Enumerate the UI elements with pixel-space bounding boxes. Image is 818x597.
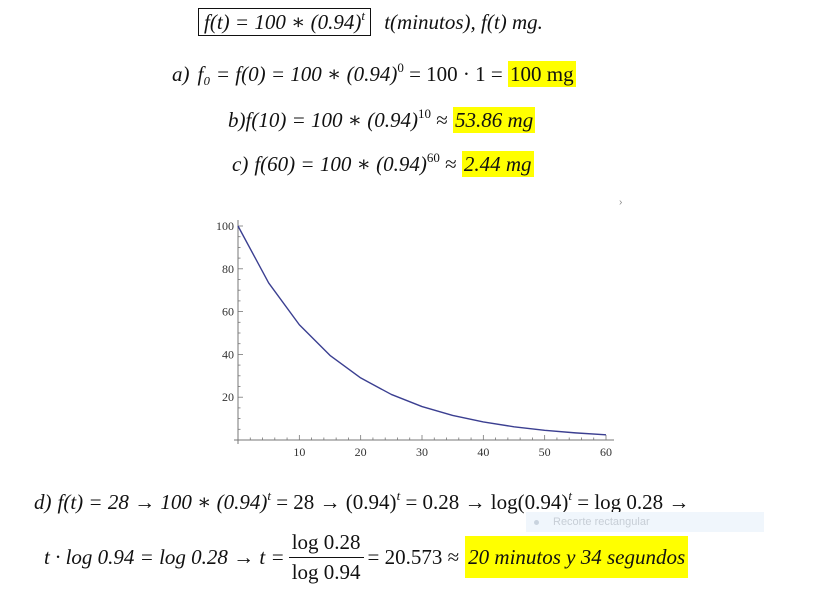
y-tick-label: 20 (222, 390, 234, 404)
fraction-numerator: log 0.28 (288, 532, 364, 558)
part-b-row: b)f(10) = 100 ∗ (0.94)10 ≈ 53.86 mg (228, 107, 536, 133)
part-b-answer: 53.86 mg (453, 107, 536, 133)
part-c-tail: ≈ (439, 152, 462, 176)
units-text: t(minutos), f(t) mg. (384, 10, 543, 34)
part-d-eq-3: = 0.28 → log(0.94) (400, 490, 569, 514)
x-tick-label: 40 (477, 445, 489, 459)
y-tick-label: 40 (222, 347, 234, 361)
formula-text: f(t) = 100 ∗ (0.94) (204, 10, 362, 34)
part-a-label: a) (172, 62, 190, 86)
part-d-exp-2: t (396, 488, 401, 503)
part-d-label: d) (34, 490, 52, 514)
part-d-answer: 20 minutos y 34 segundos (465, 536, 689, 578)
boxed-formula: f(t) = 100 ∗ (0.94)t (198, 8, 371, 36)
part-d-line2: t · log 0.94 = log 0.28 → t = log 0.28 log… (44, 532, 689, 584)
part-d-eq-4: = log 0.28 → (571, 490, 690, 514)
part-a-expression: f₀ = f(0) = 100 ∗ (0.94) (197, 62, 398, 86)
y-tick-label: 60 (222, 305, 234, 319)
x-tick-label: 60 (600, 445, 612, 459)
part-d-line1: d) f(t) = 28 → 100 ∗ (0.94)t = 28 → (0.94… (34, 489, 690, 514)
part-c-row: c) f(60) = 100 ∗ (0.94)60 ≈ 2.44 mg (232, 151, 534, 177)
x-tick-label: 20 (355, 445, 367, 459)
part-d-result: = 20.573 ≈ (367, 545, 460, 569)
part-b-expression: f(10) = 100 ∗ (0.94) (245, 108, 419, 132)
part-a-row: a) f₀ = f(0) = 100 ∗ (0.94)0 = 100 · 1 = … (172, 61, 576, 87)
decay-chart: 10 20 30 40 50 60 20 40 60 80 100 (216, 219, 614, 459)
part-d-eq-1: f(t) = 28 → 100 ∗ (0.94) (57, 490, 268, 514)
corner-mark: › (619, 197, 623, 208)
header-formula-row: f(t) = 100 ∗ (0.94)t t(minutos), f(t) mg… (198, 8, 543, 36)
part-d-eq-2: = 28 → (0.94) (270, 490, 397, 514)
snip-tool-dot-icon (534, 519, 539, 525)
part-c-exponent: 60 (426, 150, 440, 165)
chart-axes (234, 220, 614, 444)
x-tick-label: 50 (539, 445, 551, 459)
decay-curve (237, 225, 607, 436)
part-c-label: c) (232, 152, 249, 176)
x-tick-label: 10 (293, 445, 305, 459)
y-tick-label: 80 (222, 262, 234, 276)
chart-ticks (238, 225, 607, 440)
part-d-fraction: log 0.28 log 0.94 (288, 532, 364, 584)
part-d-exp-3: t (568, 488, 572, 503)
part-a-tail: = 100 · 1 = (403, 62, 508, 86)
snip-tool-label: Recorte rectangular (553, 516, 650, 528)
part-a-answer: 100 mg (508, 61, 576, 87)
fraction-denominator: log 0.94 (291, 560, 361, 584)
part-c-expression: f(60) = 100 ∗ (0.94) (254, 152, 427, 176)
part-b-tail: ≈ (431, 108, 454, 132)
formula-exponent: t (361, 8, 365, 23)
chart-series (237, 225, 607, 436)
part-d-line2-eq: t · log 0.94 = log 0.28 → t = (44, 545, 285, 569)
part-b-exponent: 10 (418, 106, 432, 121)
part-a-exponent: 0 (397, 60, 404, 75)
part-b-label: b) (228, 108, 246, 132)
y-tick-label: 100 (216, 219, 234, 233)
chart-tick-labels: 10 20 30 40 50 60 20 40 60 80 100 (216, 219, 612, 459)
part-c-answer: 2.44 mg (461, 151, 534, 177)
x-tick-label: 30 (416, 445, 428, 459)
snip-tool-tooltip: Recorte rectangular (526, 512, 764, 532)
part-d-exp-1: t (267, 488, 271, 503)
